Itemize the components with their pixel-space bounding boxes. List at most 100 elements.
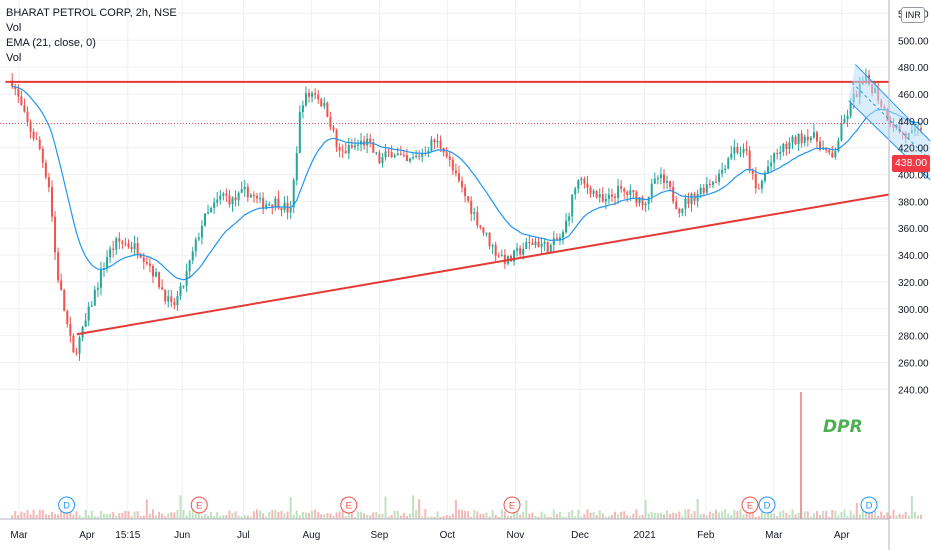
volume-bar bbox=[445, 515, 448, 519]
volume-bar bbox=[286, 511, 289, 519]
candle-body bbox=[130, 247, 133, 250]
candle-body bbox=[467, 196, 470, 201]
volume-bar bbox=[485, 512, 488, 519]
candle-body bbox=[35, 138, 38, 140]
volume-bar bbox=[464, 511, 467, 519]
candle-body bbox=[292, 180, 295, 208]
dividend-marker[interactable] bbox=[758, 496, 776, 514]
candle-body bbox=[715, 181, 717, 183]
volume-bar bbox=[412, 495, 415, 519]
currency-badge[interactable]: INR bbox=[901, 7, 925, 23]
candle-body bbox=[635, 192, 638, 204]
x-tick-label: Apr bbox=[834, 530, 850, 541]
candle-body bbox=[298, 111, 301, 154]
support-trendline[interactable] bbox=[76, 193, 890, 336]
candle-body bbox=[782, 143, 785, 153]
candle-body bbox=[809, 137, 812, 141]
volume-bar bbox=[23, 512, 26, 519]
candle-body bbox=[207, 212, 210, 214]
candle-body bbox=[604, 198, 607, 202]
dividend-marker[interactable] bbox=[58, 496, 76, 514]
event-marker-label: E bbox=[747, 501, 753, 512]
candle-body bbox=[133, 243, 136, 250]
channel-upper[interactable] bbox=[855, 64, 931, 142]
volume-bar bbox=[393, 510, 396, 519]
x-tick-label: Sep bbox=[371, 530, 389, 541]
candle-body bbox=[145, 261, 148, 264]
volume-bar bbox=[308, 512, 311, 519]
earnings-marker[interactable] bbox=[190, 496, 208, 514]
candle-body bbox=[26, 111, 29, 122]
candle-body bbox=[500, 254, 503, 257]
volume-bar bbox=[543, 514, 546, 519]
volume-bar bbox=[580, 516, 583, 519]
candle-body bbox=[497, 255, 500, 257]
legend-volume-2[interactable]: Vol bbox=[6, 52, 22, 64]
volume-bar bbox=[442, 516, 445, 519]
volume-bar bbox=[142, 515, 145, 519]
volume-bar bbox=[494, 514, 497, 519]
volume-bar bbox=[791, 509, 794, 519]
candle-body bbox=[730, 153, 733, 159]
volume-bar bbox=[831, 509, 834, 519]
candle-body bbox=[323, 102, 326, 107]
candle-body bbox=[754, 173, 757, 189]
volume-bar bbox=[409, 513, 411, 519]
volume-bar bbox=[363, 513, 366, 519]
y-tick-label: 400.00 bbox=[898, 171, 929, 182]
x-tick-label: Nov bbox=[507, 530, 525, 541]
legend-symbol[interactable]: BHARAT PETROL CORP, 2h, NSE bbox=[6, 7, 177, 19]
volume-bar bbox=[237, 515, 240, 519]
volume-bar bbox=[87, 514, 90, 519]
candle-body bbox=[595, 190, 598, 198]
earnings-marker[interactable] bbox=[340, 496, 358, 514]
earnings-marker[interactable] bbox=[503, 496, 521, 514]
volume-bar bbox=[240, 516, 243, 519]
volume-bar bbox=[155, 515, 158, 519]
volume-bar bbox=[219, 516, 222, 519]
candle-body bbox=[317, 94, 320, 100]
volume-bar bbox=[436, 511, 439, 519]
volume-bar bbox=[684, 509, 687, 519]
candle-body bbox=[598, 194, 601, 198]
earnings-marker[interactable] bbox=[741, 496, 759, 514]
volume-bar bbox=[170, 512, 173, 519]
volume-bar bbox=[715, 509, 717, 519]
volume-bar bbox=[304, 512, 307, 519]
candle-body bbox=[626, 191, 629, 196]
volume-bar bbox=[797, 513, 800, 519]
candle-body bbox=[341, 150, 344, 152]
volume-bar bbox=[812, 513, 815, 519]
candle-body bbox=[632, 189, 635, 193]
volume-bar bbox=[222, 514, 225, 519]
y-tick-label: 320.00 bbox=[898, 278, 929, 289]
candle-body bbox=[687, 198, 690, 205]
volume-bar bbox=[883, 515, 886, 519]
volume-bar bbox=[72, 515, 75, 519]
candle-body bbox=[66, 310, 69, 324]
candle-body bbox=[182, 285, 185, 287]
candle-body bbox=[760, 180, 763, 189]
candle-body bbox=[277, 198, 280, 209]
y-tick-label: 240.00 bbox=[898, 385, 929, 396]
volume-bar bbox=[892, 509, 895, 519]
candle-body bbox=[470, 200, 473, 214]
volume-bar bbox=[124, 510, 127, 519]
event-marker-label: E bbox=[509, 501, 515, 512]
dividend-marker[interactable] bbox=[860, 496, 878, 514]
candle-body bbox=[577, 180, 580, 189]
volume-bar bbox=[687, 509, 690, 519]
candle-body bbox=[806, 136, 809, 141]
legend-ema[interactable]: EMA (21, close, 0) bbox=[6, 37, 96, 49]
volume-bar bbox=[121, 512, 124, 519]
candle-body bbox=[308, 92, 311, 97]
candle-body bbox=[607, 194, 610, 199]
candle-body bbox=[57, 252, 60, 281]
candle-body bbox=[666, 181, 669, 183]
candle-body bbox=[736, 146, 739, 153]
volume-bar bbox=[574, 516, 577, 519]
candle-body bbox=[454, 170, 457, 174]
candle-body bbox=[568, 216, 571, 221]
legend-volume[interactable]: Vol bbox=[6, 22, 22, 34]
